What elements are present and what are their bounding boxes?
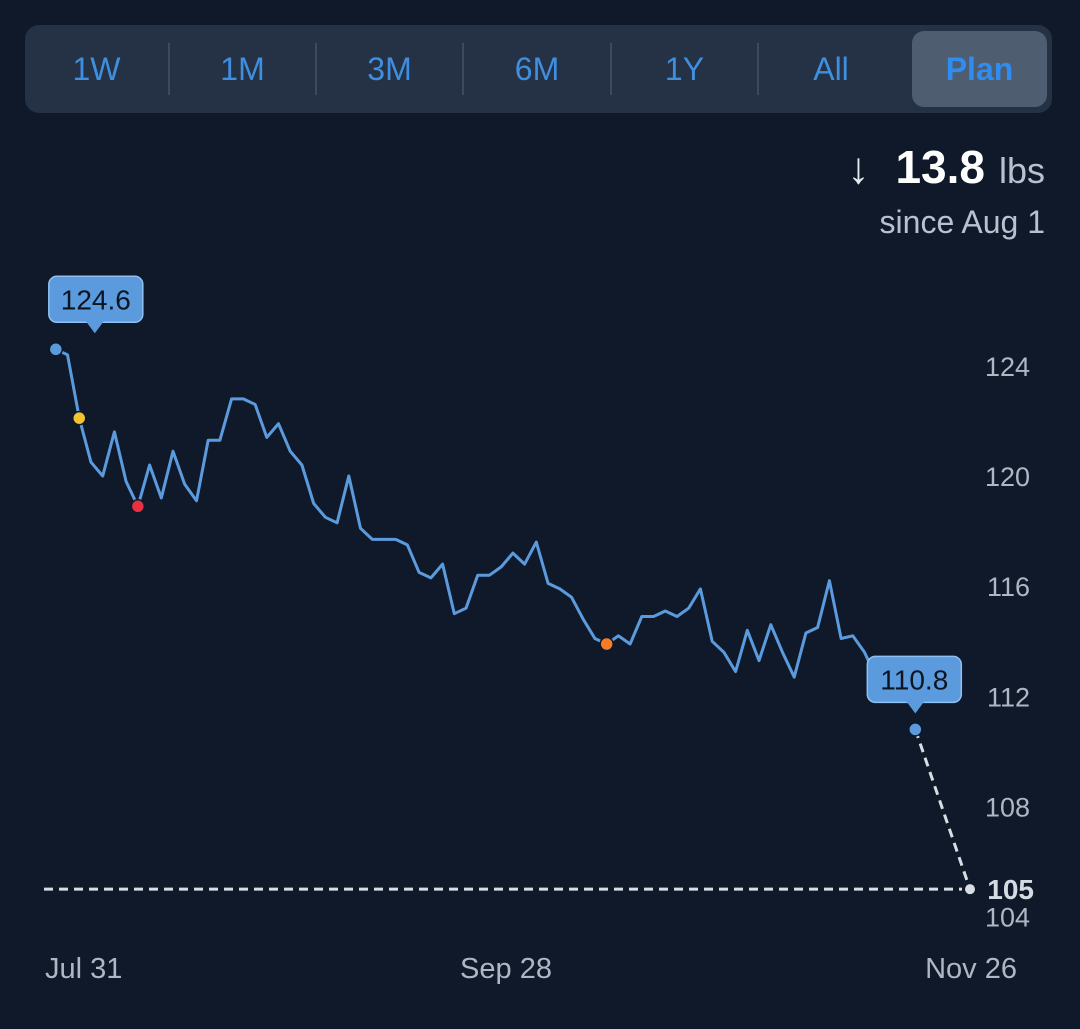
callout-value: 110.8 [880,664,948,695]
range-tab-plan[interactable]: Plan [912,31,1047,107]
data-point-marker[interactable] [48,342,64,357]
y-tick-label: 104 [985,903,1030,933]
range-tab-3m[interactable]: 3M [367,50,412,87]
range-tab-6m[interactable]: 6M [514,50,560,87]
since-date-label: since Aug 1 [879,204,1045,240]
y-tick-label: 124 [985,352,1030,382]
weight-unit: lbs [998,150,1045,191]
y-tick-label: 108 [985,793,1030,823]
x-tick-label: Sep 28 [460,953,552,985]
range-tab-1w[interactable]: 1W [72,50,121,87]
target-endpoint-marker [965,884,975,895]
x-tick-label: Jul 31 [45,953,122,985]
callout-pointer [85,321,104,334]
x-axis-ticks: Jul 31 Sep 28 Nov 26 [45,953,1017,985]
data-point-marker[interactable] [599,636,614,652]
weight-change-value: 13.8 [895,141,985,193]
data-point-marker[interactable] [130,499,146,514]
data-point-marker[interactable] [72,410,87,426]
time-range-selector: 1W 1M 3M 6M 1Y All Plan [25,25,1052,113]
data-point-marker[interactable] [908,722,923,737]
value-callout: 124.6 [48,275,144,334]
range-tab-1m[interactable]: 1M [220,50,265,87]
range-tab-all[interactable]: All [813,50,849,87]
x-tick-label: Nov 26 [925,953,1017,985]
callout-pointer [906,701,925,714]
weight-series-line [54,347,878,679]
tab-divider [315,43,317,95]
y-tick-label: 116 [987,572,1030,602]
value-callouts: 124.6 110.8 [48,275,963,714]
value-callout: 110.8 [866,655,963,714]
tab-divider [610,43,612,95]
tab-divider [757,43,759,95]
range-tab-1y[interactable]: 1Y [664,50,705,87]
target-weight-label: 105 [987,874,1034,905]
tab-divider [462,43,464,95]
tab-divider [168,43,170,95]
projection-line [913,728,972,890]
y-tick-label: 120 [985,462,1030,492]
weight-change-summary: ↓ 13.8 lbs since Aug 1 [847,140,1045,241]
weight-change-line: ↓ 13.8 lbs [847,140,1045,194]
data-markers [48,342,975,895]
down-arrow-icon: ↓ [847,144,870,193]
y-axis-ticks: 124 120 116 112 108 104 [985,352,1030,933]
callout-value: 124.6 [61,284,131,315]
y-tick-label: 112 [987,682,1030,712]
